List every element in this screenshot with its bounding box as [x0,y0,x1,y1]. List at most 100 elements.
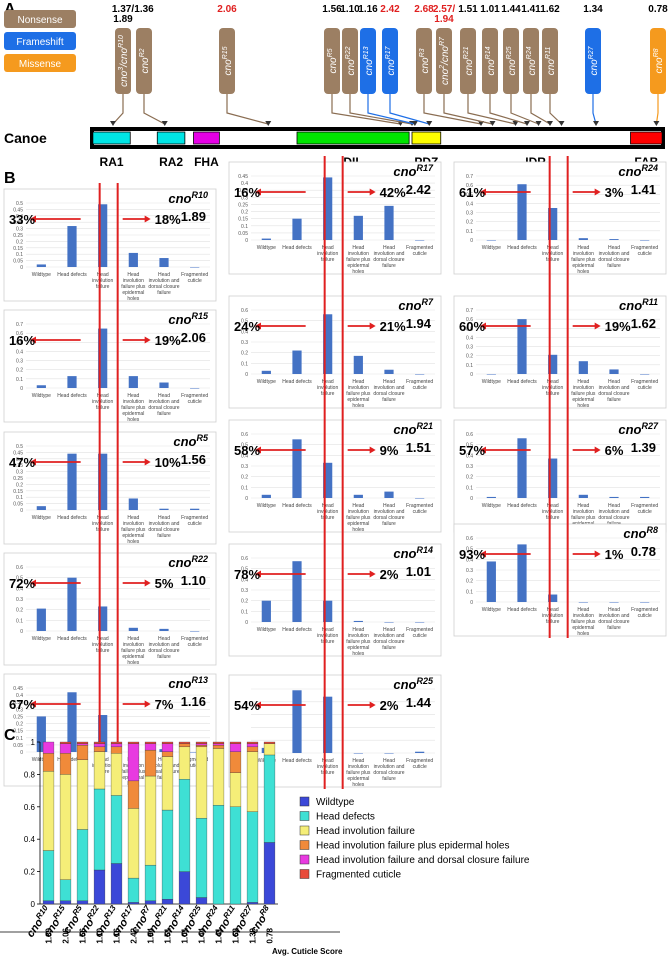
allele-connector [367,94,416,125]
allele-cnoR17: 2.42 cnoR17 [380,4,433,126]
cuticle-score: 1.01 [181,927,190,943]
allele-pill [650,28,666,94]
y-tick-label: 0.4 [16,349,23,355]
allele-score: 1.94 [434,14,454,25]
y-tick-label: 0.05 [13,743,23,749]
y-tick-label: 0.3 [466,568,473,574]
x-tick-label: Fragmented cuticle [181,515,208,527]
allele-name: cnoR27 [588,45,600,75]
y-tick-label: 0.3 [466,345,473,351]
bar-2 [98,453,108,510]
x-tick-label: Fragmented cuticle [631,379,658,391]
bar-5 [190,752,200,753]
domain-fab [630,131,663,145]
left-arrowhead [255,446,261,454]
panel-c-legend-item: Fragmented cuticle [299,869,401,881]
allele-score: 1.16 [358,4,378,15]
segment-3 [212,745,225,749]
bar-0 [486,374,496,375]
x-tick-label: Wildtype [32,515,51,521]
bar-5 [190,508,200,510]
x-tick-label: Fragmented cuticle [406,379,433,391]
allele-cnoR3: 2.68 cnoR3 [414,4,484,126]
chart-allele-name: cnoR11 [619,297,658,313]
chart-frame [3,188,217,302]
allele-connector [655,94,659,125]
left-percent: 57% [459,443,485,458]
segment-5 [263,741,276,744]
chart-frame [3,431,217,545]
y-tick-label: 0.6 [466,317,473,323]
segment-3 [110,746,123,754]
legend-swatch [299,796,310,807]
y-tick-label: 0 [31,900,36,909]
y-tick-label: 1 [31,738,36,747]
y-tick-label: 0.35 [13,700,23,706]
y-tick-label: 0.2 [16,239,23,245]
panel-b-chart-r5: 00.050.10.150.20.250.30.350.40.450.5 Wild… [3,431,217,545]
allele-arrowhead [593,121,599,126]
domain-label-ra1: RA1 [100,155,124,169]
panel-c-legend-item: Wildtype [299,796,355,808]
y-tick-label: 0.4 [16,457,23,463]
segment-0 [93,869,106,905]
left-percent: 67% [9,697,35,712]
y-tick-label: 0.3 [16,470,23,476]
segment-2 [246,751,259,812]
segment-3 [178,743,191,748]
segment-4 [76,743,89,746]
x-tick-label: Head defects [57,636,87,642]
right-arrowhead [144,579,151,587]
right-arrowhead [594,550,601,558]
bar-1 [517,438,527,498]
y-tick-label: 0.45 [13,207,23,213]
allele-pill [416,28,432,94]
bar-2 [548,354,558,374]
allele-connector [510,94,539,125]
bar-5 [190,267,200,268]
y-tick-label: 0.5 [466,326,473,332]
panel-c-legend-item: Head involution failure and dorsal closu… [299,854,530,866]
y-tick-label: 0.5 [241,443,248,449]
y-tick-label: 0.2 [24,868,36,877]
allele-score: 1.62 [540,4,560,15]
segment-4 [246,743,259,748]
y-tick-label: 0.3 [241,340,248,346]
chart-allele-name: cnoR21 [393,421,433,437]
chart-allele-name: cnoR8 [623,525,658,541]
y-tick-label: 0.6 [16,565,23,571]
allele-score: 1.56 [322,4,342,15]
y-tick-label: 0.6 [16,331,23,337]
y-tick-label: 0.4 [466,557,473,563]
y-tick-label: 0.1 [466,229,473,235]
bar-4 [384,369,394,374]
bar-4 [384,753,394,754]
y-tick-label: 0.15 [238,217,248,223]
bar-2 [323,600,333,622]
avg-cuticle-score-label: Avg. Cuticle Score [272,947,343,956]
segment-0 [161,898,174,905]
panel-label-c: C [4,727,16,744]
y-tick-label: 0 [20,508,23,514]
segment-5 [144,741,157,744]
y-tick-label: 0 [245,238,248,244]
allele-cnoR21: 1.51 cnoR21 [458,4,519,126]
bar-2 [323,696,333,753]
legend-swatch [299,869,310,879]
bar-3 [353,215,363,240]
bar-4 [609,496,619,498]
y-tick-label: 0.1 [16,736,23,742]
x-tick-label: Head defects [507,607,537,613]
y-tick-label: 0.2 [16,608,23,614]
panel-c-legend-item: Head defects [299,811,375,823]
y-tick-label: 0.4 [241,329,248,335]
allele-cnoR24: 1.41 cnoR24 [521,4,553,126]
